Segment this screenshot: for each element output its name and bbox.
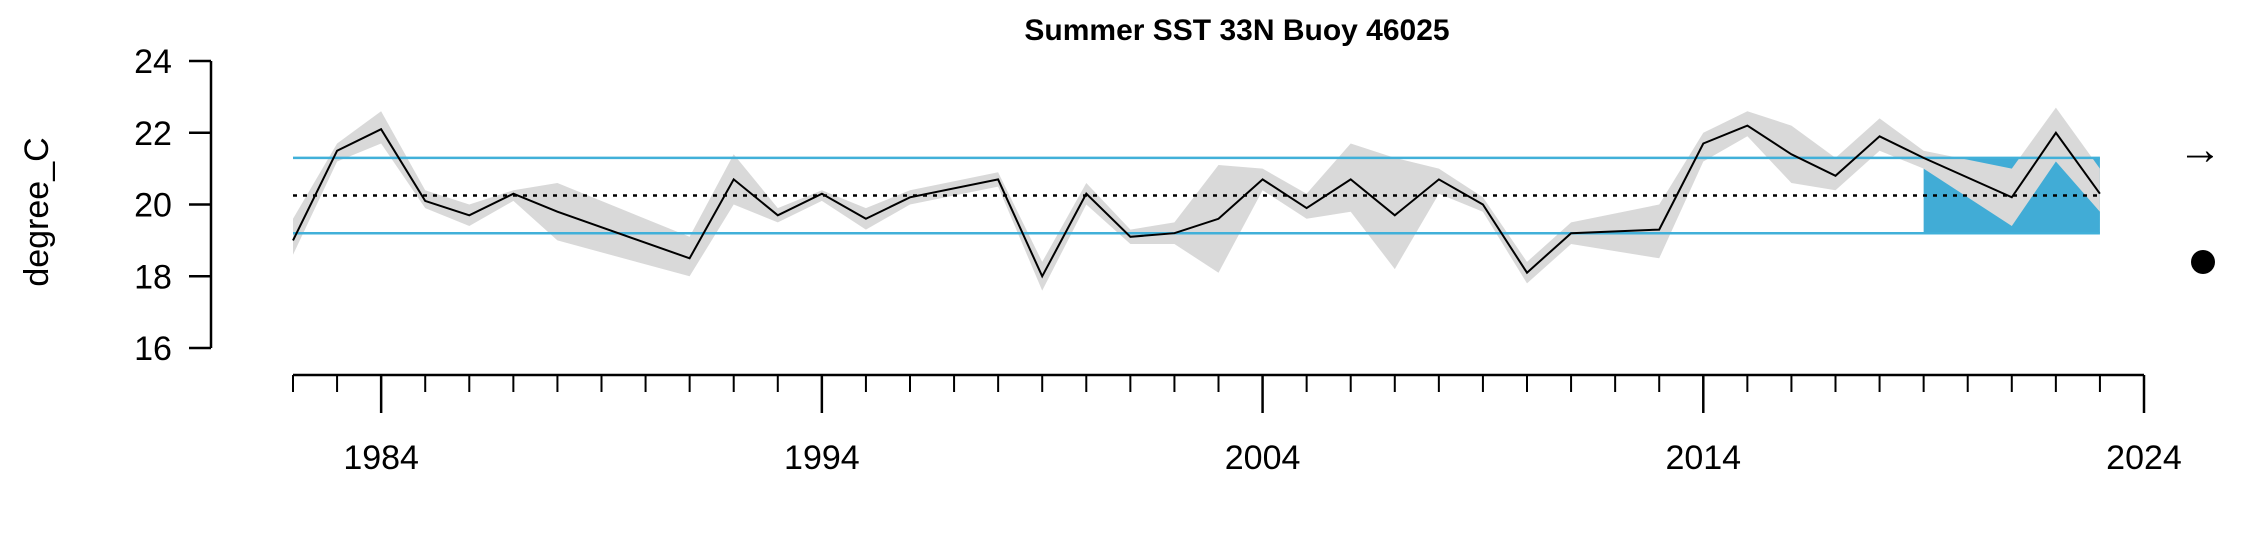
x-tick-label: 2004 (1225, 439, 1301, 477)
x-tick-label: 1984 (343, 439, 419, 477)
series-line (292, 124, 2101, 279)
y-tick-label: 24 (134, 43, 172, 81)
uncertainty-band (293, 107, 2100, 291)
x-tick-label: 2014 (1665, 439, 1741, 477)
y-tick-label: 22 (134, 115, 172, 153)
y-tick-label: 16 (134, 330, 172, 368)
trend-arrow-symbol: → (2178, 125, 2222, 174)
y-tick-label: 18 (134, 258, 172, 296)
y-tick-label: 20 (134, 187, 172, 225)
x-tick-label: 1994 (784, 439, 860, 477)
mean-indicator-dot (2191, 250, 2215, 274)
plot-area: 16 18 20 22 24 1984 1994 2004 2014 2024 (134, 43, 2182, 477)
chart-title: Summer SST 33N Buoy 46025 (1024, 14, 1449, 47)
x-tick-label: 2024 (2106, 439, 2182, 477)
y-axis-title: degree_C (18, 137, 56, 286)
